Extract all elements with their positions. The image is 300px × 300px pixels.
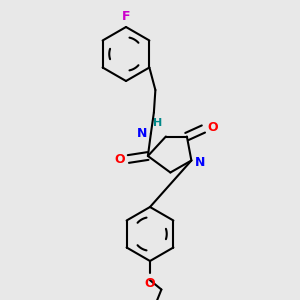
- Text: H: H: [153, 118, 163, 128]
- Text: N: N: [194, 155, 205, 169]
- Text: F: F: [122, 10, 130, 22]
- Text: O: O: [145, 277, 155, 290]
- Text: O: O: [207, 121, 217, 134]
- Text: N: N: [137, 127, 147, 140]
- Text: O: O: [114, 152, 125, 166]
